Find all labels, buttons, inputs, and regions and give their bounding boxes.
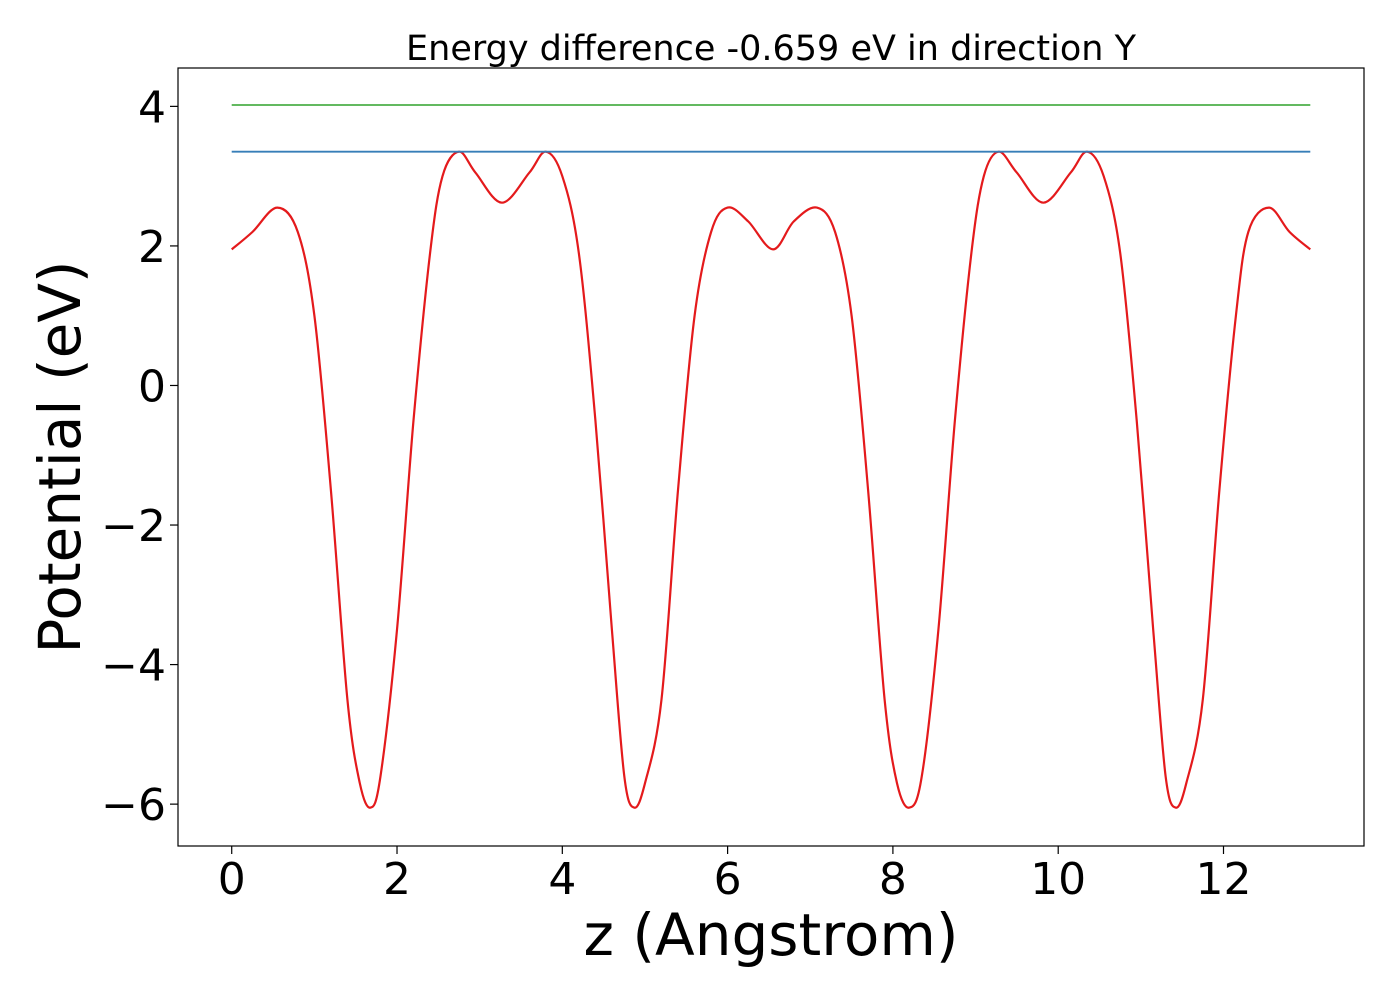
x-tick-label: 12: [1195, 854, 1251, 905]
x-tick-label: 0: [218, 854, 246, 905]
chart-title: Energy difference -0.659 eV in direction…: [406, 29, 1137, 69]
x-axis: 0 2 4 6 8 10 12: [218, 846, 1251, 905]
x-tick-label: 10: [1030, 854, 1086, 905]
x-tick-label: 2: [383, 854, 411, 905]
y-tick-label: −6: [101, 780, 166, 831]
y-tick-label: 4: [138, 82, 166, 133]
y-tick-label: −2: [101, 501, 166, 552]
series-layer: [230, 104, 1312, 809]
y-tick-label: 2: [138, 222, 166, 273]
y-tick-label: −4: [101, 641, 166, 692]
y-axis-label: Potential (eV): [26, 260, 94, 653]
x-tick-label: 8: [879, 854, 907, 905]
x-axis-label: z (Angstrom): [584, 901, 959, 969]
y-axis: 4 2 0 −2 −4 −6: [101, 82, 178, 831]
x-tick-label: 6: [714, 854, 742, 905]
series-line-0: [230, 150, 1312, 809]
x-tick-label: 4: [548, 854, 576, 905]
plot-frame: [177, 67, 1365, 847]
y-tick-label: 0: [138, 361, 166, 412]
